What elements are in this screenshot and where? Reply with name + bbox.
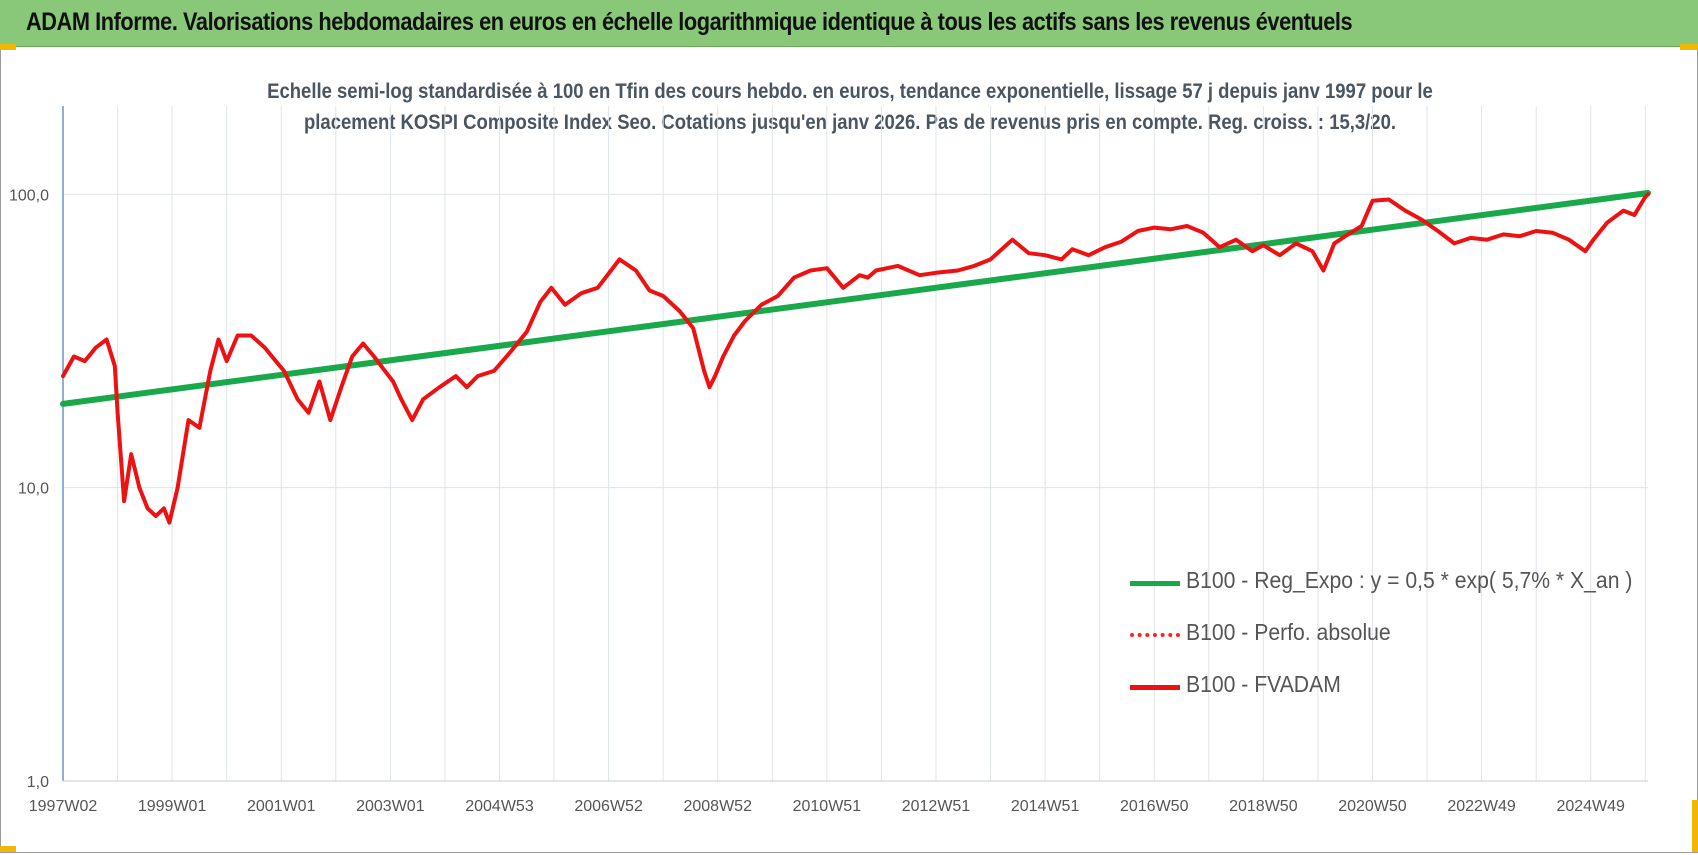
regression-line (60, 190, 1651, 407)
x-tick-label: 1997W02 (29, 798, 98, 815)
legend-label-regression: B100 - Reg_Expo : y = 0,5 * exp( 5,7% * … (1186, 567, 1633, 593)
y-tick-label: 100,0 (9, 187, 49, 204)
x-tick-label: 2001W01 (247, 798, 316, 815)
x-tick-label: 2024W49 (1556, 798, 1625, 815)
x-tick-label: 2014W51 (1011, 798, 1080, 815)
legend-swatch-regression (1130, 581, 1180, 586)
chart-subtitle: Echelle semi-log standardisée à 100 en T… (234, 76, 1466, 138)
x-tick-label: 2016W50 (1120, 798, 1189, 815)
title-banner: ADAM Informe. Valorisations hebdomadaire… (0, 0, 1698, 47)
y-tick-label: 1,0 (27, 774, 49, 791)
x-tick-label: 2003W01 (356, 798, 425, 815)
x-tick-label: 2018W50 (1229, 798, 1298, 815)
x-tick-label: 1999W01 (138, 798, 207, 815)
corner-marker-bottom-right (1692, 800, 1698, 852)
corner-marker-top-right (1680, 44, 1698, 50)
legend-swatch-perfo-absolue (1130, 633, 1180, 637)
chart-subtitle-line-2: placement KOSPI Composite Index Seo. Cot… (304, 111, 1396, 134)
y-tick-label: 10,0 (18, 481, 49, 498)
corner-marker-bottom-left (0, 846, 16, 852)
x-tick-label: 2012W51 (902, 798, 971, 815)
x-tick-label: 2004W53 (465, 798, 534, 815)
corner-marker-top-left (0, 44, 16, 50)
x-tick-label: 2022W49 (1447, 798, 1516, 815)
x-tick-label: 2010W51 (793, 798, 862, 815)
x-tick-label: 2006W52 (574, 798, 643, 815)
legend-label-fvadam: B100 - FVADAM (1186, 671, 1341, 697)
page-title: ADAM Informe. Valorisations hebdomadaire… (26, 8, 1353, 36)
x-tick-label: 2020W50 (1338, 798, 1407, 815)
x-tick-label: 2008W52 (683, 798, 752, 815)
legend-label-perfo-absolue: B100 - Perfo. absolue (1186, 619, 1391, 645)
chart-subtitle-line-1: Echelle semi-log standardisée à 100 en T… (267, 80, 1433, 103)
series-line-fvadam (61, 192, 1650, 525)
legend-swatch-fvadam (1130, 685, 1180, 690)
